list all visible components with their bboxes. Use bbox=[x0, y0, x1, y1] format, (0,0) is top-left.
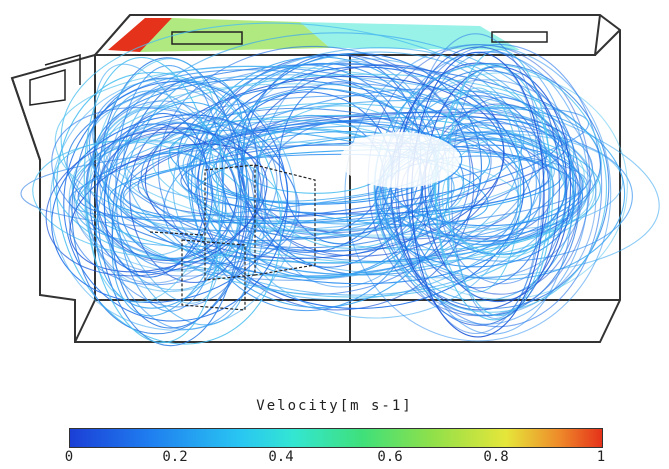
streamline bbox=[429, 132, 567, 242]
colorbar bbox=[69, 428, 603, 448]
streamline bbox=[95, 101, 248, 309]
streamline bbox=[447, 49, 551, 317]
streamline bbox=[406, 95, 550, 289]
streamline bbox=[390, 69, 581, 317]
colorbar-tick-0.4: 0.4 bbox=[268, 449, 294, 465]
streamline bbox=[373, 63, 607, 313]
streamline bbox=[63, 80, 289, 322]
ceiling-vent-right bbox=[491, 31, 548, 43]
streamline bbox=[421, 103, 580, 295]
streamline bbox=[107, 122, 247, 271]
left-inlet-box bbox=[29, 54, 81, 106]
colorbar-tick-0.2: 0.2 bbox=[162, 449, 188, 465]
streamline bbox=[374, 62, 610, 309]
ceiling-vent-left bbox=[171, 31, 243, 45]
streamline bbox=[45, 128, 262, 277]
streamline bbox=[120, 152, 227, 259]
streamline bbox=[49, 78, 297, 331]
streamlines bbox=[20, 22, 660, 347]
streamline bbox=[111, 76, 259, 329]
streamline bbox=[68, 141, 266, 272]
internal-objects bbox=[149, 164, 316, 311]
streamline bbox=[32, 139, 283, 260]
streamline bbox=[69, 143, 268, 273]
streamline bbox=[384, 139, 594, 242]
streamline bbox=[187, 56, 450, 309]
streamline bbox=[73, 131, 298, 277]
inlet-hot-zone bbox=[108, 18, 172, 52]
colorbar-tick-1: 1 bbox=[596, 449, 606, 465]
colorbar-tick-0: 0 bbox=[64, 449, 74, 465]
streamline bbox=[137, 111, 568, 218]
streamline bbox=[377, 79, 597, 316]
streamline bbox=[435, 65, 554, 321]
streamline bbox=[450, 64, 541, 320]
streamline bbox=[83, 56, 221, 344]
streamline bbox=[152, 118, 465, 231]
streamline bbox=[122, 153, 481, 224]
streamline bbox=[87, 58, 222, 303]
streamline bbox=[56, 71, 282, 345]
colorbar-title: Velocity[m s-1] bbox=[256, 398, 413, 414]
streamline bbox=[111, 75, 245, 317]
streamline bbox=[412, 131, 566, 246]
streamline bbox=[103, 112, 209, 278]
colorbar-tick-0.8: 0.8 bbox=[483, 449, 509, 465]
streamline bbox=[411, 51, 545, 338]
inlet-plume-cool bbox=[300, 22, 520, 50]
streamline bbox=[185, 83, 492, 252]
colorbar-tick-0.6: 0.6 bbox=[377, 449, 403, 465]
vortex-core bbox=[340, 132, 460, 188]
streamline bbox=[168, 129, 489, 226]
streamline bbox=[344, 43, 612, 342]
streamline bbox=[157, 45, 471, 295]
streamline bbox=[103, 83, 585, 238]
streamline bbox=[434, 87, 522, 293]
streamline bbox=[96, 131, 238, 261]
streamline bbox=[374, 155, 584, 238]
streamline bbox=[84, 88, 244, 284]
streamline bbox=[194, 51, 523, 275]
